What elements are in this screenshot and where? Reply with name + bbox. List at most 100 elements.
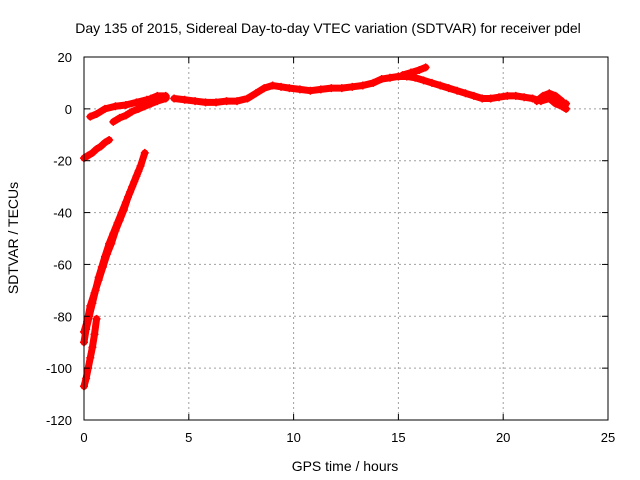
- data-point: [88, 299, 97, 308]
- data-point: [100, 104, 109, 113]
- y-tick-label: -20: [53, 154, 72, 169]
- data-point: [503, 91, 512, 100]
- ticks: 0 5 10 15 20 25 20 0 -20 -40 -60 -80 -100 -120: [46, 50, 615, 445]
- data-point: [268, 81, 277, 90]
- data-point: [140, 148, 149, 157]
- data-point: [453, 86, 462, 95]
- data-point: [121, 198, 130, 207]
- data-point: [94, 273, 103, 282]
- data-point: [90, 330, 99, 339]
- data-point: [82, 374, 91, 383]
- data-point: [140, 97, 149, 106]
- data-point: [251, 89, 260, 98]
- data-point: [386, 73, 395, 82]
- data-point: [86, 112, 95, 121]
- data-point: [557, 102, 566, 111]
- data-point: [134, 99, 143, 108]
- data-point: [369, 78, 378, 87]
- series-band: [545, 94, 570, 113]
- data-point: [111, 102, 120, 111]
- data-point: [109, 229, 118, 238]
- data-point: [551, 99, 560, 108]
- data-point: [469, 91, 478, 100]
- series-short-segment: [398, 63, 430, 80]
- y-tick-label: -40: [53, 206, 72, 221]
- data-point: [115, 113, 124, 122]
- data-point: [486, 94, 495, 103]
- data-point: [461, 89, 470, 98]
- series-early-arc: [80, 135, 114, 163]
- data-point: [92, 314, 101, 323]
- data-point: [126, 187, 135, 196]
- data-point: [105, 135, 114, 144]
- data-point: [406, 68, 415, 77]
- series-late-drop: [545, 94, 571, 113]
- data-point: [128, 107, 137, 116]
- data-point: [377, 75, 386, 84]
- data-point: [520, 93, 529, 102]
- series-rise-3: [134, 91, 170, 108]
- data-point: [306, 86, 315, 95]
- data-point: [147, 94, 156, 103]
- data-point: [121, 111, 130, 120]
- data-point: [539, 91, 548, 100]
- series-recovery-3: [80, 314, 101, 391]
- data-point: [96, 142, 105, 151]
- data-point: [562, 104, 571, 113]
- data-point: [495, 93, 504, 102]
- data-point: [285, 84, 294, 93]
- y-axis-label: SDTVAR / TECUs: [5, 182, 21, 294]
- data-point: [436, 81, 445, 90]
- data-point: [100, 252, 109, 261]
- x-tick-label: 15: [391, 430, 405, 445]
- series-band: [399, 63, 430, 79]
- data-point: [84, 151, 93, 160]
- data-point: [153, 91, 162, 100]
- data-point: [348, 82, 357, 91]
- data-point: [92, 145, 101, 154]
- data-point: [260, 84, 269, 93]
- data-point: [134, 167, 143, 176]
- series-band: [80, 167, 142, 346]
- data-marks: [80, 63, 571, 391]
- data-point: [295, 85, 304, 94]
- y-tick-label: -80: [53, 309, 72, 324]
- data-point: [243, 94, 252, 103]
- data-point: [105, 239, 114, 248]
- data-point: [161, 91, 170, 100]
- plot-frame: [83, 56, 609, 421]
- y-tick-label: 20: [58, 50, 72, 65]
- data-point: [117, 208, 126, 217]
- y-tick-label: -60: [53, 257, 72, 272]
- series-main: [170, 72, 571, 108]
- data-point: [109, 117, 118, 126]
- data-point: [97, 263, 106, 272]
- data-point: [86, 353, 95, 362]
- data-point: [201, 98, 210, 107]
- y-tick-label: -100: [46, 361, 72, 376]
- chart-title: Day 135 of 2015, Sidereal Day-to-day VTE…: [75, 20, 581, 36]
- x-tick-label: 25: [601, 430, 615, 445]
- y-tick-label: 0: [65, 102, 72, 117]
- data-point: [92, 110, 101, 119]
- data-point: [100, 138, 109, 147]
- data-point: [415, 65, 424, 74]
- data-point: [478, 94, 487, 103]
- x-tick-label: 5: [185, 430, 192, 445]
- data-point: [277, 82, 286, 91]
- data-point: [88, 343, 97, 352]
- x-axis-label: GPS time / hours: [292, 458, 399, 474]
- data-point: [170, 94, 179, 103]
- data-point: [444, 84, 453, 93]
- x-tick-label: 20: [496, 430, 510, 445]
- data-point: [327, 84, 336, 93]
- data-point: [532, 97, 541, 106]
- data-point: [82, 325, 91, 334]
- data-point: [358, 81, 367, 90]
- series-late-arc: [532, 89, 566, 106]
- data-point: [551, 91, 560, 100]
- data-point: [233, 97, 242, 106]
- data-point: [91, 286, 100, 295]
- data-point: [222, 97, 231, 106]
